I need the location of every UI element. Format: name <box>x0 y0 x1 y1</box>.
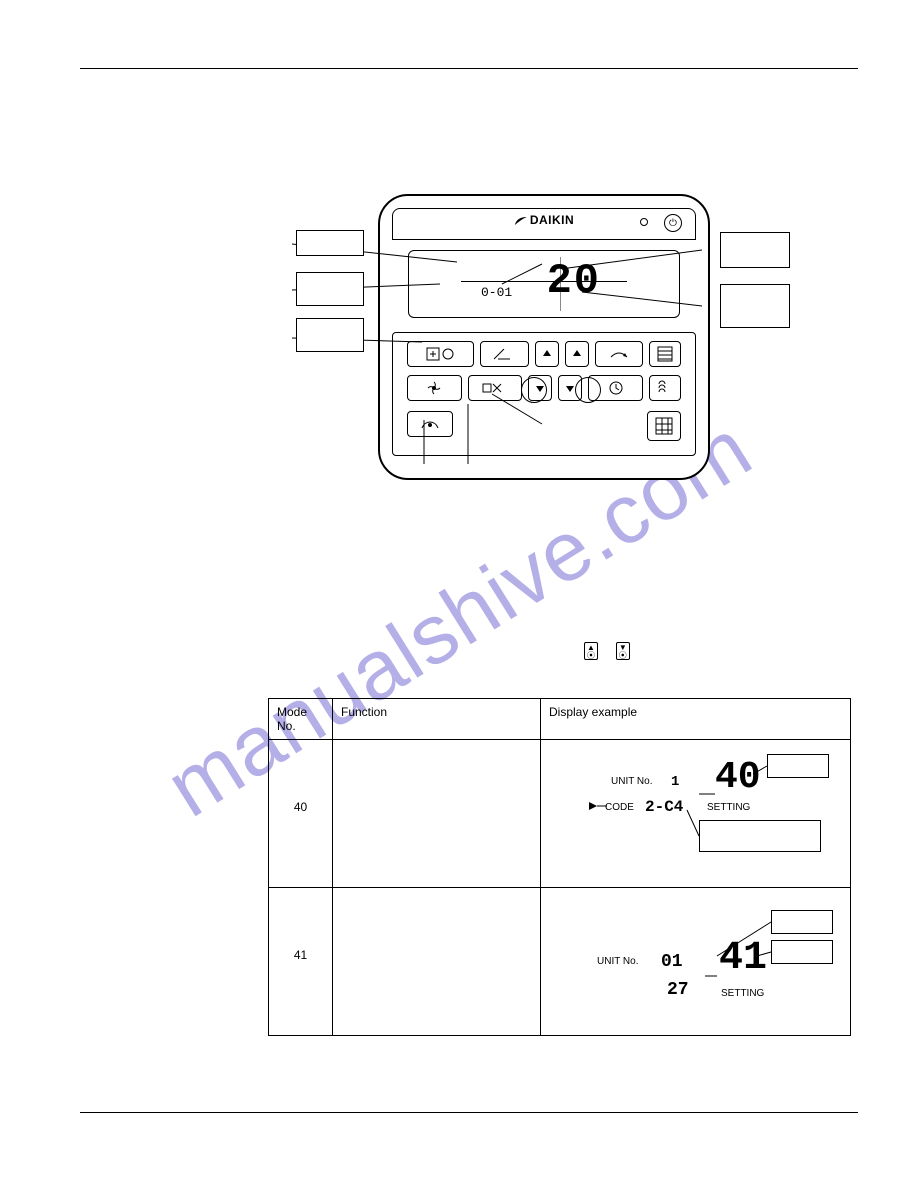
callout-box <box>771 910 833 934</box>
brand-swoosh-icon <box>514 216 528 226</box>
vent-button[interactable] <box>649 341 681 367</box>
clock-icon <box>608 380 624 396</box>
unit-no-label: UNIT No. <box>597 956 639 967</box>
display-cell: UNIT No. 01 41 27 SETTING <box>541 888 851 1036</box>
setting-label: SETTING <box>721 988 764 999</box>
callout-box <box>720 284 790 328</box>
th-mode: Mode No. <box>269 699 333 740</box>
tiny-down-icon: ▼⦿ <box>616 642 630 660</box>
mode-big: 41 <box>719 936 767 981</box>
fan-button[interactable] <box>407 375 462 401</box>
callout-box <box>296 230 364 256</box>
callout-box <box>296 272 364 306</box>
vent-icon <box>656 345 674 363</box>
fan-icon <box>425 380 443 396</box>
power-icon: ⏻ <box>669 218 677 229</box>
swing-button[interactable] <box>595 341 643 367</box>
remote-controller-figure: DAIKIN ⏻ 20 0-01 <box>378 194 710 480</box>
mode-no-cell: 40 <box>269 740 333 888</box>
callout-box <box>771 940 833 964</box>
service-mode-table: Mode No. Function Display example 40 UNI… <box>268 698 851 1036</box>
lcd-sub-reading: 0-01 <box>481 285 512 300</box>
lcd-separator <box>461 281 627 282</box>
power-button[interactable]: ⏻ <box>664 214 682 232</box>
fn1-icon <box>492 347 516 361</box>
updown-glyph-pair: ▲⦿ ▼⦿ <box>584 642 630 660</box>
timer-onoff-icon <box>482 381 508 395</box>
power-led-icon <box>640 218 648 226</box>
inspect-button[interactable] <box>407 411 453 437</box>
tiny-up-icon: ▲⦿ <box>584 642 598 660</box>
set-dial-icon <box>521 377 547 403</box>
up-arrow-icon <box>571 348 583 360</box>
airflow-icon <box>656 380 674 396</box>
swing-icon <box>607 347 631 361</box>
code-val: 2-C4 <box>645 798 683 816</box>
th-function: Function <box>333 699 541 740</box>
top-rule <box>80 68 858 69</box>
unit-no-val: 01 <box>661 952 683 972</box>
temp-dial-icon <box>575 377 601 403</box>
lcd-main-reading: 20 <box>547 257 601 305</box>
lcd-screen: 20 0-01 <box>408 250 680 318</box>
sub-val: 27 <box>667 980 689 1000</box>
callout-box <box>699 820 821 852</box>
th-display: Display example <box>541 699 851 740</box>
mode-button[interactable] <box>407 341 474 367</box>
unit-no-val: 1 <box>671 774 679 790</box>
brand-label: DAIKIN <box>514 213 574 227</box>
inspect-icon <box>419 416 441 432</box>
up-arrow-icon <box>541 348 553 360</box>
keypad <box>392 332 696 456</box>
grid-icon <box>654 416 674 436</box>
up-button[interactable] <box>535 341 559 367</box>
unit-no-label: UNIT No. <box>611 776 653 787</box>
display-cell: UNIT No. 1 40 CODE 2-C4 SETTING <box>541 740 851 888</box>
fn-button-1[interactable] <box>480 341 528 367</box>
mode-icon <box>426 347 456 361</box>
timer-onoff-button[interactable] <box>468 375 523 401</box>
temp-up-button[interactable] <box>565 341 589 367</box>
fn-cell <box>333 888 541 1036</box>
callout-box <box>720 232 790 268</box>
airflow-button[interactable] <box>649 375 681 401</box>
mode-big: 40 <box>715 756 761 799</box>
callout-box <box>767 754 829 778</box>
code-label: CODE <box>605 802 634 813</box>
mode-no-cell: 41 <box>269 888 333 1036</box>
callout-box <box>296 318 364 352</box>
bottom-rule <box>80 1112 858 1113</box>
setting-label: SETTING <box>707 802 750 813</box>
fn-cell <box>333 740 541 888</box>
reset-button[interactable] <box>647 411 681 441</box>
